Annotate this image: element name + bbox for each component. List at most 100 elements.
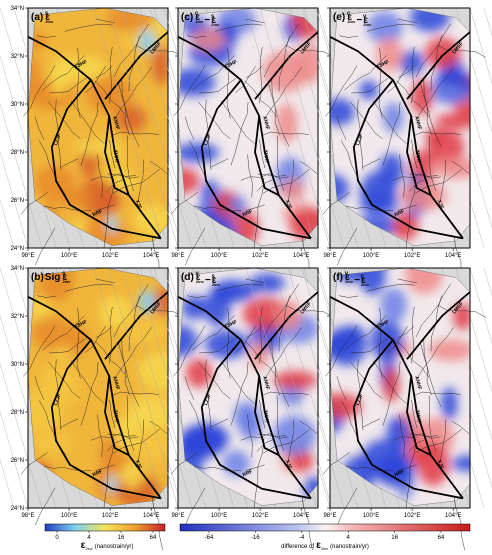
fault-label: LZJF <box>53 133 63 146</box>
fault-line <box>357 99 364 171</box>
fault-line <box>382 101 401 166</box>
fault-line <box>261 131 309 136</box>
field-blob <box>358 268 386 295</box>
fault-line <box>378 307 383 379</box>
fault-line <box>185 227 206 266</box>
fault-line <box>423 339 432 396</box>
fault-line <box>114 327 152 379</box>
superscript: v <box>196 271 200 277</box>
colorbar-tick-label: 16 <box>391 535 398 541</box>
field-blob <box>382 367 400 403</box>
fault-line <box>382 361 401 426</box>
field-blob <box>263 50 307 93</box>
subscript: 2inv <box>85 546 92 550</box>
field-blob <box>380 287 407 323</box>
fault-line <box>362 418 381 428</box>
block-boundary <box>254 31 319 100</box>
field-blob <box>133 205 168 234</box>
fault-line <box>419 340 442 407</box>
fault-line <box>137 159 144 203</box>
fault-line <box>439 419 446 463</box>
background-fault <box>107 267 179 509</box>
fault-line <box>373 360 407 404</box>
field-blob <box>379 153 404 187</box>
strain-symbol: ε <box>45 12 50 23</box>
fault-line <box>226 307 231 379</box>
lat-tick-label: 32°N <box>11 314 24 320</box>
fault-line <box>366 23 415 32</box>
fault-line <box>64 283 113 292</box>
field-blob <box>376 37 403 72</box>
fault-line <box>337 227 358 266</box>
fault-line <box>344 315 387 351</box>
fault-line <box>170 192 198 215</box>
fault-line <box>44 205 92 212</box>
fault-line <box>276 135 285 192</box>
fault-line <box>387 326 408 353</box>
fault-line <box>287 419 294 463</box>
panel-title: (c) εc 2inv−εs 2inv <box>181 11 220 27</box>
panel-letter: (f) <box>333 272 343 283</box>
field-blob <box>392 211 419 241</box>
field-blob <box>32 317 75 350</box>
background-fault <box>0 411 29 509</box>
field-blob <box>366 11 404 44</box>
fault-line <box>451 160 470 174</box>
fault-line <box>199 77 237 94</box>
background-fault <box>287 267 359 509</box>
background-fault <box>273 267 345 509</box>
field-blob <box>191 28 226 51</box>
panel-title: (a) εs 2inv <box>31 11 54 24</box>
fault-line <box>226 47 231 119</box>
colorbar-prefix: difference of <box>281 544 314 550</box>
fault-line <box>185 487 206 526</box>
fault-line <box>415 23 451 78</box>
colorbar-tick-label: -64 <box>205 535 214 541</box>
fault-line <box>259 46 263 104</box>
fault-label: ANHF <box>413 375 422 390</box>
fault-line <box>230 101 249 166</box>
fault-line <box>85 326 106 353</box>
field-blob <box>424 37 461 69</box>
fault-line <box>94 340 128 378</box>
fault-label: RRF <box>92 469 104 479</box>
background-fault <box>93 267 165 509</box>
strain-symbol: ε <box>363 15 368 26</box>
field-blob <box>276 300 302 331</box>
map-frame <box>329 7 471 249</box>
fault-line <box>419 80 442 147</box>
map-frame <box>329 267 471 509</box>
fault-line <box>256 439 274 452</box>
colorbar-tick-label: 16 <box>118 535 125 541</box>
background-fault <box>245 267 317 509</box>
block-boundary <box>406 291 471 360</box>
background-fault <box>245 7 317 249</box>
colorbar-tick-label: 64 <box>438 535 445 541</box>
fault-line <box>392 433 441 441</box>
lat-tick-label: 32°N <box>11 54 24 60</box>
map-frame <box>177 7 319 249</box>
fault-line <box>94 80 128 118</box>
fault-line <box>90 433 139 441</box>
fault-line <box>210 158 229 168</box>
field-blob <box>359 80 378 100</box>
field-blob <box>65 56 107 81</box>
lon-tick-label: 100°E <box>363 253 379 259</box>
fault-label: ZMHF <box>112 409 120 424</box>
field-blob <box>178 67 216 97</box>
block-boundary <box>104 115 130 197</box>
fault-line <box>387 66 408 93</box>
fault-line <box>322 452 350 475</box>
fault-line <box>244 340 278 378</box>
fault-line <box>263 23 299 78</box>
fault-line <box>263 283 299 338</box>
fault-line <box>357 359 364 431</box>
fault-line <box>76 47 81 119</box>
strain-symbol: ε <box>212 275 217 286</box>
field-blob <box>382 102 404 133</box>
fault-line <box>80 361 99 426</box>
colorbar-tick-label: 64 <box>150 535 157 541</box>
lon-tick-label: 100°E <box>363 513 379 519</box>
fault-line <box>95 278 115 284</box>
